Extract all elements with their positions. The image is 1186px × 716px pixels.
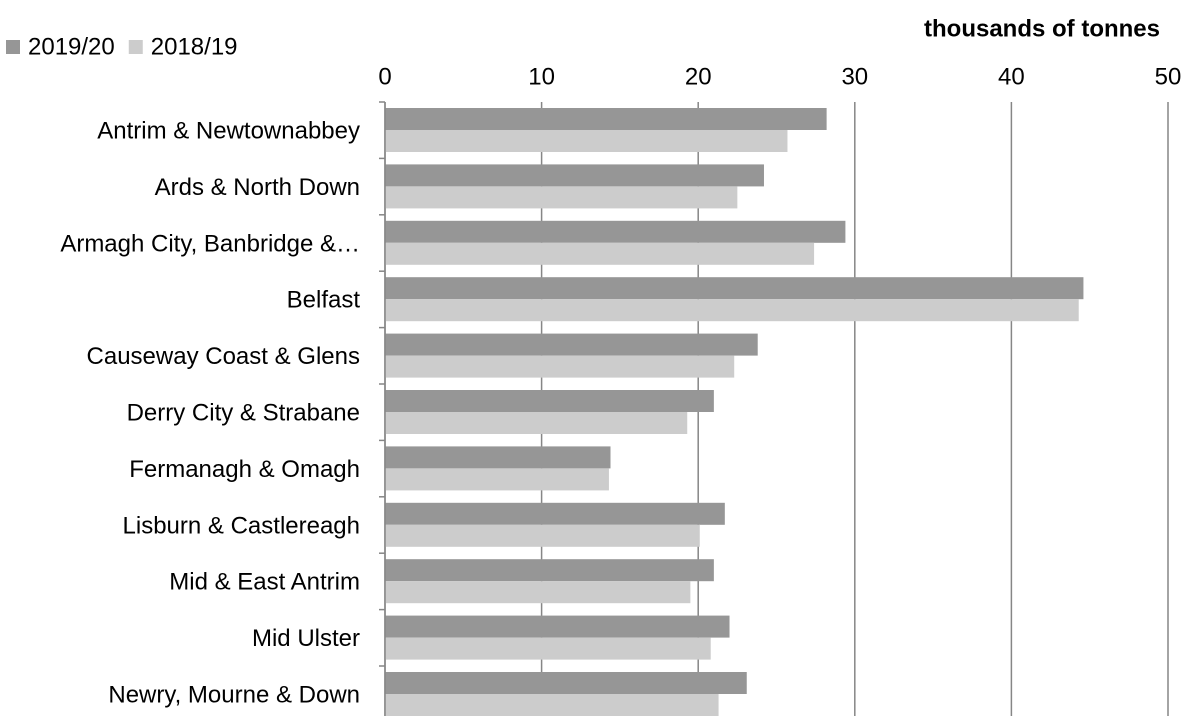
x-tick-label: 10 [528, 63, 555, 90]
y-tick-label: Newry, Mourne & Down [108, 682, 360, 709]
x-tick-label: 0 [378, 63, 391, 90]
legend-label: 2018/19 [151, 33, 238, 60]
bar [385, 468, 609, 491]
bar [385, 412, 688, 434]
y-tick-label: Mid & East Antrim [169, 569, 360, 596]
x-tick-label: 50 [1155, 63, 1182, 90]
y-tick-label: Fermanagh & Omagh [129, 456, 360, 483]
bar [385, 502, 725, 525]
x-tick-label: 40 [998, 63, 1025, 90]
bar [385, 524, 700, 547]
x-tick-label: 20 [685, 63, 712, 90]
x-tick-label: 30 [841, 63, 868, 90]
bar [385, 186, 738, 209]
bar [385, 299, 1079, 322]
y-tick-label: Lisburn & Castlereagh [123, 512, 360, 539]
legend-swatch [128, 40, 143, 54]
legend-label: 2019/20 [28, 33, 115, 60]
y-tick-label: Derry City & Strabane [127, 400, 360, 427]
bar [385, 355, 735, 378]
bar [385, 637, 711, 660]
bar [385, 130, 788, 152]
y-tick-label: Mid Ulster [252, 625, 360, 652]
y-tick-label: Armagh City, Banbridge &… [60, 230, 360, 257]
bar [385, 581, 691, 604]
bar [385, 672, 747, 694]
y-tick-label: Antrim & Newtownabbey [97, 118, 360, 145]
bar [385, 694, 719, 716]
bar [385, 446, 611, 469]
bar [385, 333, 758, 356]
bar [385, 559, 714, 582]
y-tick-label: Causeway Coast & Glens [87, 343, 360, 370]
legend-swatch [6, 40, 20, 54]
bar [385, 108, 827, 130]
axis-label: thousands of tonnes [924, 15, 1160, 42]
bar [385, 390, 714, 412]
bar [385, 242, 815, 265]
bar [385, 277, 1084, 300]
bar [385, 220, 846, 243]
y-tick-label: Ards & North Down [155, 174, 360, 201]
bar [385, 615, 730, 638]
bar [385, 164, 764, 187]
y-tick-label: Belfast [287, 287, 361, 314]
